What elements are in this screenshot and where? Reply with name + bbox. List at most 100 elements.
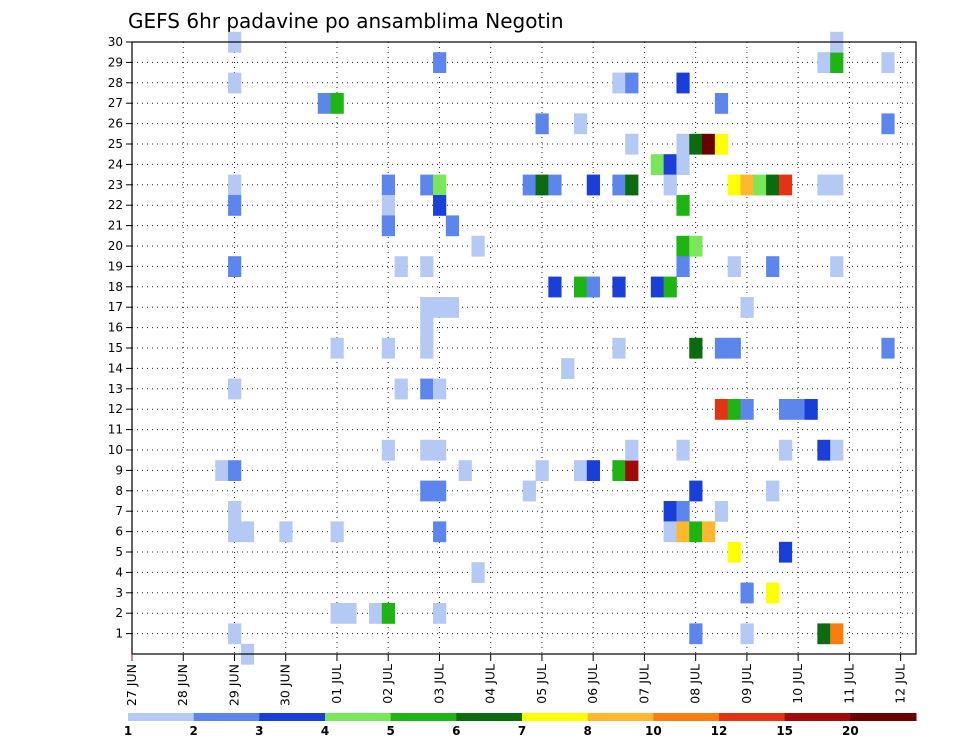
heatmap-cell	[471, 235, 485, 257]
x-tick-label: 12 JUL	[893, 664, 908, 704]
legend-label: 5	[386, 724, 394, 738]
heatmap-cell	[689, 480, 703, 502]
heatmap-cell	[676, 501, 690, 522]
heatmap-cell	[676, 154, 690, 175]
heatmap-cell	[381, 439, 396, 461]
heatmap-cell	[676, 195, 690, 216]
heatmap-cell	[420, 480, 434, 502]
heatmap-cell	[612, 460, 626, 481]
heatmap-cell	[778, 174, 793, 196]
y-tick-label: 13	[108, 382, 123, 396]
heatmap-cell	[689, 623, 703, 645]
heatmap-cell	[433, 439, 447, 461]
heatmap-cell	[727, 256, 741, 277]
heatmap-cell	[381, 195, 396, 216]
legend-swatch	[850, 713, 917, 721]
heatmap-cell	[573, 113, 588, 135]
heatmap-cell	[548, 174, 562, 196]
heatmap-cell	[740, 399, 754, 420]
heatmap-cell	[228, 256, 242, 277]
heatmap-cell	[420, 337, 434, 359]
heatmap-cell	[394, 256, 408, 277]
heatmap-cell	[740, 297, 754, 318]
heatmap-cell	[330, 93, 344, 114]
heatmap-cell	[420, 317, 434, 339]
chart-grid	[132, 41, 916, 654]
heatmap-cell	[625, 133, 639, 155]
legend-label: 10	[645, 724, 662, 738]
heatmap-cell	[689, 337, 703, 359]
legend-label: 6	[452, 724, 460, 738]
heatmap-cell	[727, 337, 741, 359]
heatmap-cell	[458, 460, 472, 481]
y-tick-label: 19	[108, 259, 123, 273]
heatmap-cell	[433, 521, 447, 543]
heatmap-cell	[791, 399, 805, 420]
y-tick-label: 27	[108, 96, 123, 110]
heatmap-cell	[766, 480, 780, 502]
heatmap-cell	[817, 439, 831, 461]
heatmap-cell	[330, 603, 344, 624]
y-tick-label: 26	[108, 117, 123, 131]
heatmap-cell	[830, 623, 844, 645]
heatmap-cell	[368, 603, 383, 624]
heatmap-cell	[240, 521, 255, 543]
heatmap-cell	[433, 603, 447, 624]
y-tick-label: 20	[108, 239, 123, 253]
heatmap-cell	[228, 521, 242, 543]
y-tick-label: 17	[108, 300, 123, 314]
heatmap-cell	[727, 541, 741, 563]
heatmap-cell	[676, 133, 690, 155]
y-tick-label: 18	[108, 280, 123, 294]
heatmap-cell	[228, 378, 242, 400]
heatmap-cell	[445, 215, 460, 237]
heatmap-cell	[625, 439, 639, 461]
heatmap-cell	[612, 72, 626, 94]
legend-swatch	[390, 713, 457, 721]
heatmap-cell	[535, 113, 549, 135]
y-tick-label: 10	[108, 443, 123, 457]
heatmap-cell	[740, 623, 754, 645]
heatmap-cell	[612, 337, 626, 359]
heatmap-cell	[830, 52, 844, 73]
heatmap-cell	[228, 195, 242, 216]
heatmap-cell	[420, 174, 434, 196]
legend-label: 4	[321, 724, 329, 738]
y-tick-label: 12	[108, 402, 123, 416]
heatmap-cell	[548, 276, 562, 298]
heatmap-cell	[702, 521, 716, 543]
legend-label: 2	[189, 724, 197, 738]
y-tick-label: 4	[115, 565, 123, 579]
heatmap-cell	[830, 256, 844, 277]
legend-label: 1	[124, 724, 132, 738]
heatmap-cell	[522, 480, 536, 502]
heatmap-cell	[343, 603, 357, 624]
heatmap-cell	[228, 460, 242, 481]
legend-swatch	[259, 713, 326, 721]
heatmap-cell	[445, 297, 460, 318]
heatmap-cell	[714, 337, 729, 359]
heatmap-cell	[330, 337, 344, 359]
heatmap-cell	[573, 460, 588, 481]
legend-label: 15	[776, 724, 793, 738]
y-tick-label: 15	[108, 341, 123, 355]
y-tick-label: 3	[115, 586, 123, 600]
legend-label: 12	[711, 724, 728, 738]
x-tick-label: 08 JUL	[688, 664, 703, 704]
heatmap-cell	[471, 562, 485, 583]
heatmap-cell	[535, 460, 549, 481]
heatmap-cell	[778, 399, 793, 420]
heatmap-cell	[830, 174, 844, 196]
x-tick-label: 02 JUL	[380, 664, 395, 704]
y-tick-label: 1	[115, 627, 123, 641]
heatmap-cell	[433, 195, 447, 216]
x-tick-label: 05 JUL	[534, 664, 549, 704]
y-tick-label: 7	[115, 504, 123, 518]
heatmap-cell	[420, 378, 434, 400]
heatmap-cell	[433, 52, 447, 73]
y-tick-label: 2	[115, 606, 123, 620]
y-tick-label: 22	[108, 198, 123, 212]
heatmap-cell	[663, 276, 677, 298]
heatmap-cell	[766, 582, 780, 604]
heatmap-cell	[330, 521, 344, 543]
